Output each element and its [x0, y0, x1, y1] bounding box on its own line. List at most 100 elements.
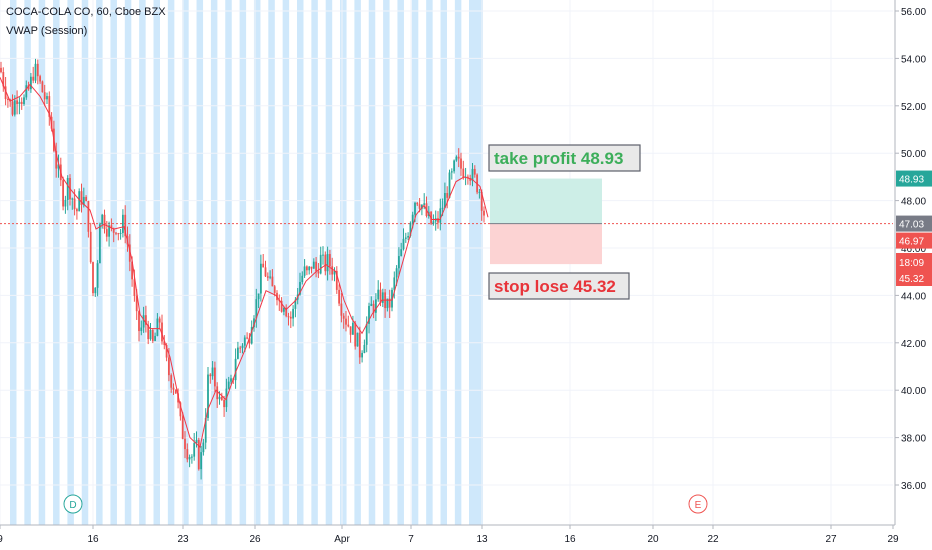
- price-tag-take-profit: 48.93: [899, 175, 924, 186]
- time-axis[interactable]: 9162326Apr713162022272930: [0, 524, 899, 545]
- session-band-24: [354, 0, 361, 525]
- event-marker-e[interactable]: E: [688, 494, 708, 514]
- time-tick-label-3: 26: [249, 534, 261, 545]
- candle-body-130: [299, 282, 301, 295]
- price-tick-label-3: 42.00: [901, 339, 926, 350]
- candle-body-131: [301, 275, 304, 283]
- time-tick-label-2: 23: [177, 534, 189, 545]
- candle-body-74: [170, 375, 173, 388]
- price-axis[interactable]: 36.00 38.00 40.00 42.00 44.00 46.00 48.00 50.00…: [894, 0, 932, 550]
- stop-loss-label: stop lose 45.32: [494, 277, 616, 296]
- candle-body-14: [32, 76, 35, 81]
- candle-body-156: [358, 332, 361, 358]
- candle-body-41: [94, 287, 97, 294]
- candle-body-9: [20, 101, 23, 105]
- candle-body-100: [230, 378, 232, 382]
- session-band-20: [297, 0, 304, 525]
- candle-body-2: [4, 86, 7, 99]
- candle-body-171: [393, 277, 396, 290]
- time-tick-label-10: 22: [707, 534, 719, 545]
- session-band-29: [426, 0, 433, 525]
- candle-body-25: [57, 164, 60, 169]
- candle-body-137: [315, 261, 317, 272]
- candle-body-166: [381, 292, 384, 303]
- candle-body-118: [271, 276, 274, 287]
- position-tool[interactable]: take profit 48.93 stop lose 45.32: [488, 144, 641, 300]
- candle-body-133: [306, 266, 308, 271]
- candle-body-83: [191, 456, 193, 458]
- time-tick-label-0: 9: [0, 534, 3, 545]
- candle-body-132: [303, 266, 306, 276]
- session-band-22: [325, 0, 333, 525]
- candle-body-68: [156, 318, 159, 336]
- session-bands: [10, 0, 483, 525]
- candle-body-164: [377, 289, 380, 300]
- candle-body-134: [308, 266, 311, 271]
- candle-body-78: [179, 402, 182, 417]
- symbol-title: COCA-COLA CO, 60, Cboe BZX: [6, 6, 166, 18]
- candle-body-24: [55, 150, 58, 169]
- candle-body-169: [388, 298, 391, 308]
- price-tick-label-10: 56.00: [901, 7, 926, 18]
- candle-body-184: [423, 203, 426, 205]
- candle-body-99: [227, 381, 230, 389]
- candle-body-93: [214, 367, 216, 387]
- event-marker-d[interactable]: D: [63, 494, 83, 514]
- candle-body-113: [260, 263, 262, 294]
- price-tick-label-2: 40.00: [901, 386, 926, 397]
- session-band-25: [368, 0, 376, 525]
- candle-body-19: [43, 92, 46, 100]
- candle-body-63: [145, 315, 147, 325]
- price-tag-vwap-bg: [896, 232, 932, 249]
- candle-body-62: [142, 315, 145, 328]
- candle-body-160: [368, 305, 370, 324]
- candle-body-77: [177, 393, 179, 403]
- take-profit-zone: [490, 178, 602, 224]
- candle-body-16: [36, 63, 39, 77]
- time-tick-label-8: 16: [564, 534, 576, 545]
- session-band-14: [210, 0, 218, 525]
- take-profit-label: take profit 48.93: [494, 149, 623, 168]
- session-band-7: [110, 0, 117, 525]
- candle-body-204: [469, 178, 472, 181]
- indicator-legend: VWAP (Session): [6, 25, 88, 37]
- candle-body-67: [154, 335, 156, 341]
- candle-body-40: [92, 262, 94, 294]
- candle-body-180: [414, 202, 416, 215]
- candle-body-128: [294, 299, 297, 309]
- session-band-13: [196, 0, 204, 525]
- candle-body-165: [379, 289, 382, 303]
- candle-body-108: [248, 338, 251, 344]
- candle-body-177: [407, 236, 409, 238]
- event-marker-text-1: E: [695, 500, 702, 511]
- candle-body-126: [289, 316, 292, 319]
- candle-body-208: [478, 191, 481, 193]
- candle-body-140: [322, 254, 324, 256]
- candle-body-106: [243, 337, 246, 346]
- candle-body-147: [338, 289, 340, 304]
- session-band-28: [411, 0, 419, 525]
- candle-body-57: [131, 261, 133, 280]
- candle-body-146: [335, 270, 338, 290]
- take-profit-label-box: [488, 144, 641, 172]
- candle-body-50: [115, 232, 117, 234]
- session-band-3: [53, 0, 60, 525]
- candle-body-56: [128, 244, 131, 262]
- candle-body-82: [188, 457, 191, 460]
- candle-body-205: [471, 168, 474, 181]
- session-band-5: [81, 0, 89, 525]
- candle-body-61: [140, 327, 143, 332]
- candle-body-159: [365, 323, 368, 345]
- candle-body-12: [27, 85, 30, 90]
- session-band-30: [440, 0, 447, 525]
- candle-body-86: [197, 439, 200, 470]
- candles: [0, 58, 485, 480]
- candle-body-3: [7, 98, 9, 100]
- candle-body-111: [255, 299, 258, 319]
- candle-body-95: [218, 396, 221, 400]
- session-band-2: [38, 0, 46, 525]
- session-band-26: [383, 0, 390, 525]
- candle-body-29: [66, 178, 69, 201]
